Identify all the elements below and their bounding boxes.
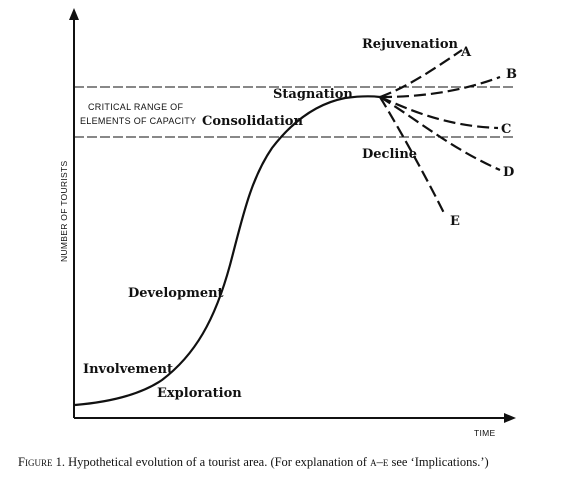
- outcome-label-b: B: [506, 67, 517, 82]
- stage-label-decline: Decline: [362, 147, 417, 162]
- branch-d: [379, 96, 501, 172]
- outcome-label-d: D: [503, 165, 514, 180]
- capacity-label-line-2: ELEMENTS OF CAPACITY: [80, 116, 196, 126]
- x-axis-label: TIME: [474, 428, 496, 438]
- stage-label-exploration: Exploration: [157, 386, 242, 401]
- stage-label-rejuvenation: Rejuvenation: [362, 37, 459, 52]
- caption-figure-word: Figure: [18, 455, 53, 469]
- tourist-area-life-cycle-diagram: NUMBER OF TOURISTS TIME CRITICAL RANGE O…: [59, 8, 517, 438]
- x-axis-arrowhead: [504, 413, 516, 423]
- caption-tail: see ‘Implications.’): [388, 455, 489, 469]
- x-axis: [74, 413, 516, 423]
- branch-b: [379, 75, 501, 99]
- caption-text: Hypothetical evolution of a tourist area…: [64, 455, 371, 469]
- stage-label-involvement: Involvement: [83, 362, 173, 377]
- y-axis: [69, 8, 79, 418]
- branch-e: [379, 96, 446, 216]
- figure-caption: Figure 1. Hypothetical evolution of a to…: [18, 455, 578, 470]
- y-axis-arrowhead: [69, 8, 79, 20]
- caption-figure-number: 1.: [55, 455, 65, 469]
- outcome-label-e: E: [450, 214, 460, 229]
- stage-label-stagnation: Stagnation: [273, 87, 353, 102]
- outcome-label-a: A: [460, 45, 472, 60]
- branch-c: [379, 95, 499, 130]
- y-axis-label: NUMBER OF TOURISTS: [59, 161, 69, 262]
- branch-a: [379, 49, 463, 99]
- capacity-label-line-1: CRITICAL RANGE OF: [88, 102, 183, 112]
- evolution-curve: [74, 95, 381, 407]
- outcome-label-c: C: [501, 122, 511, 137]
- stage-label-development: Development: [128, 286, 224, 301]
- caption-range: a–e: [370, 455, 389, 469]
- stage-label-consolidation: Consolidation: [202, 114, 303, 129]
